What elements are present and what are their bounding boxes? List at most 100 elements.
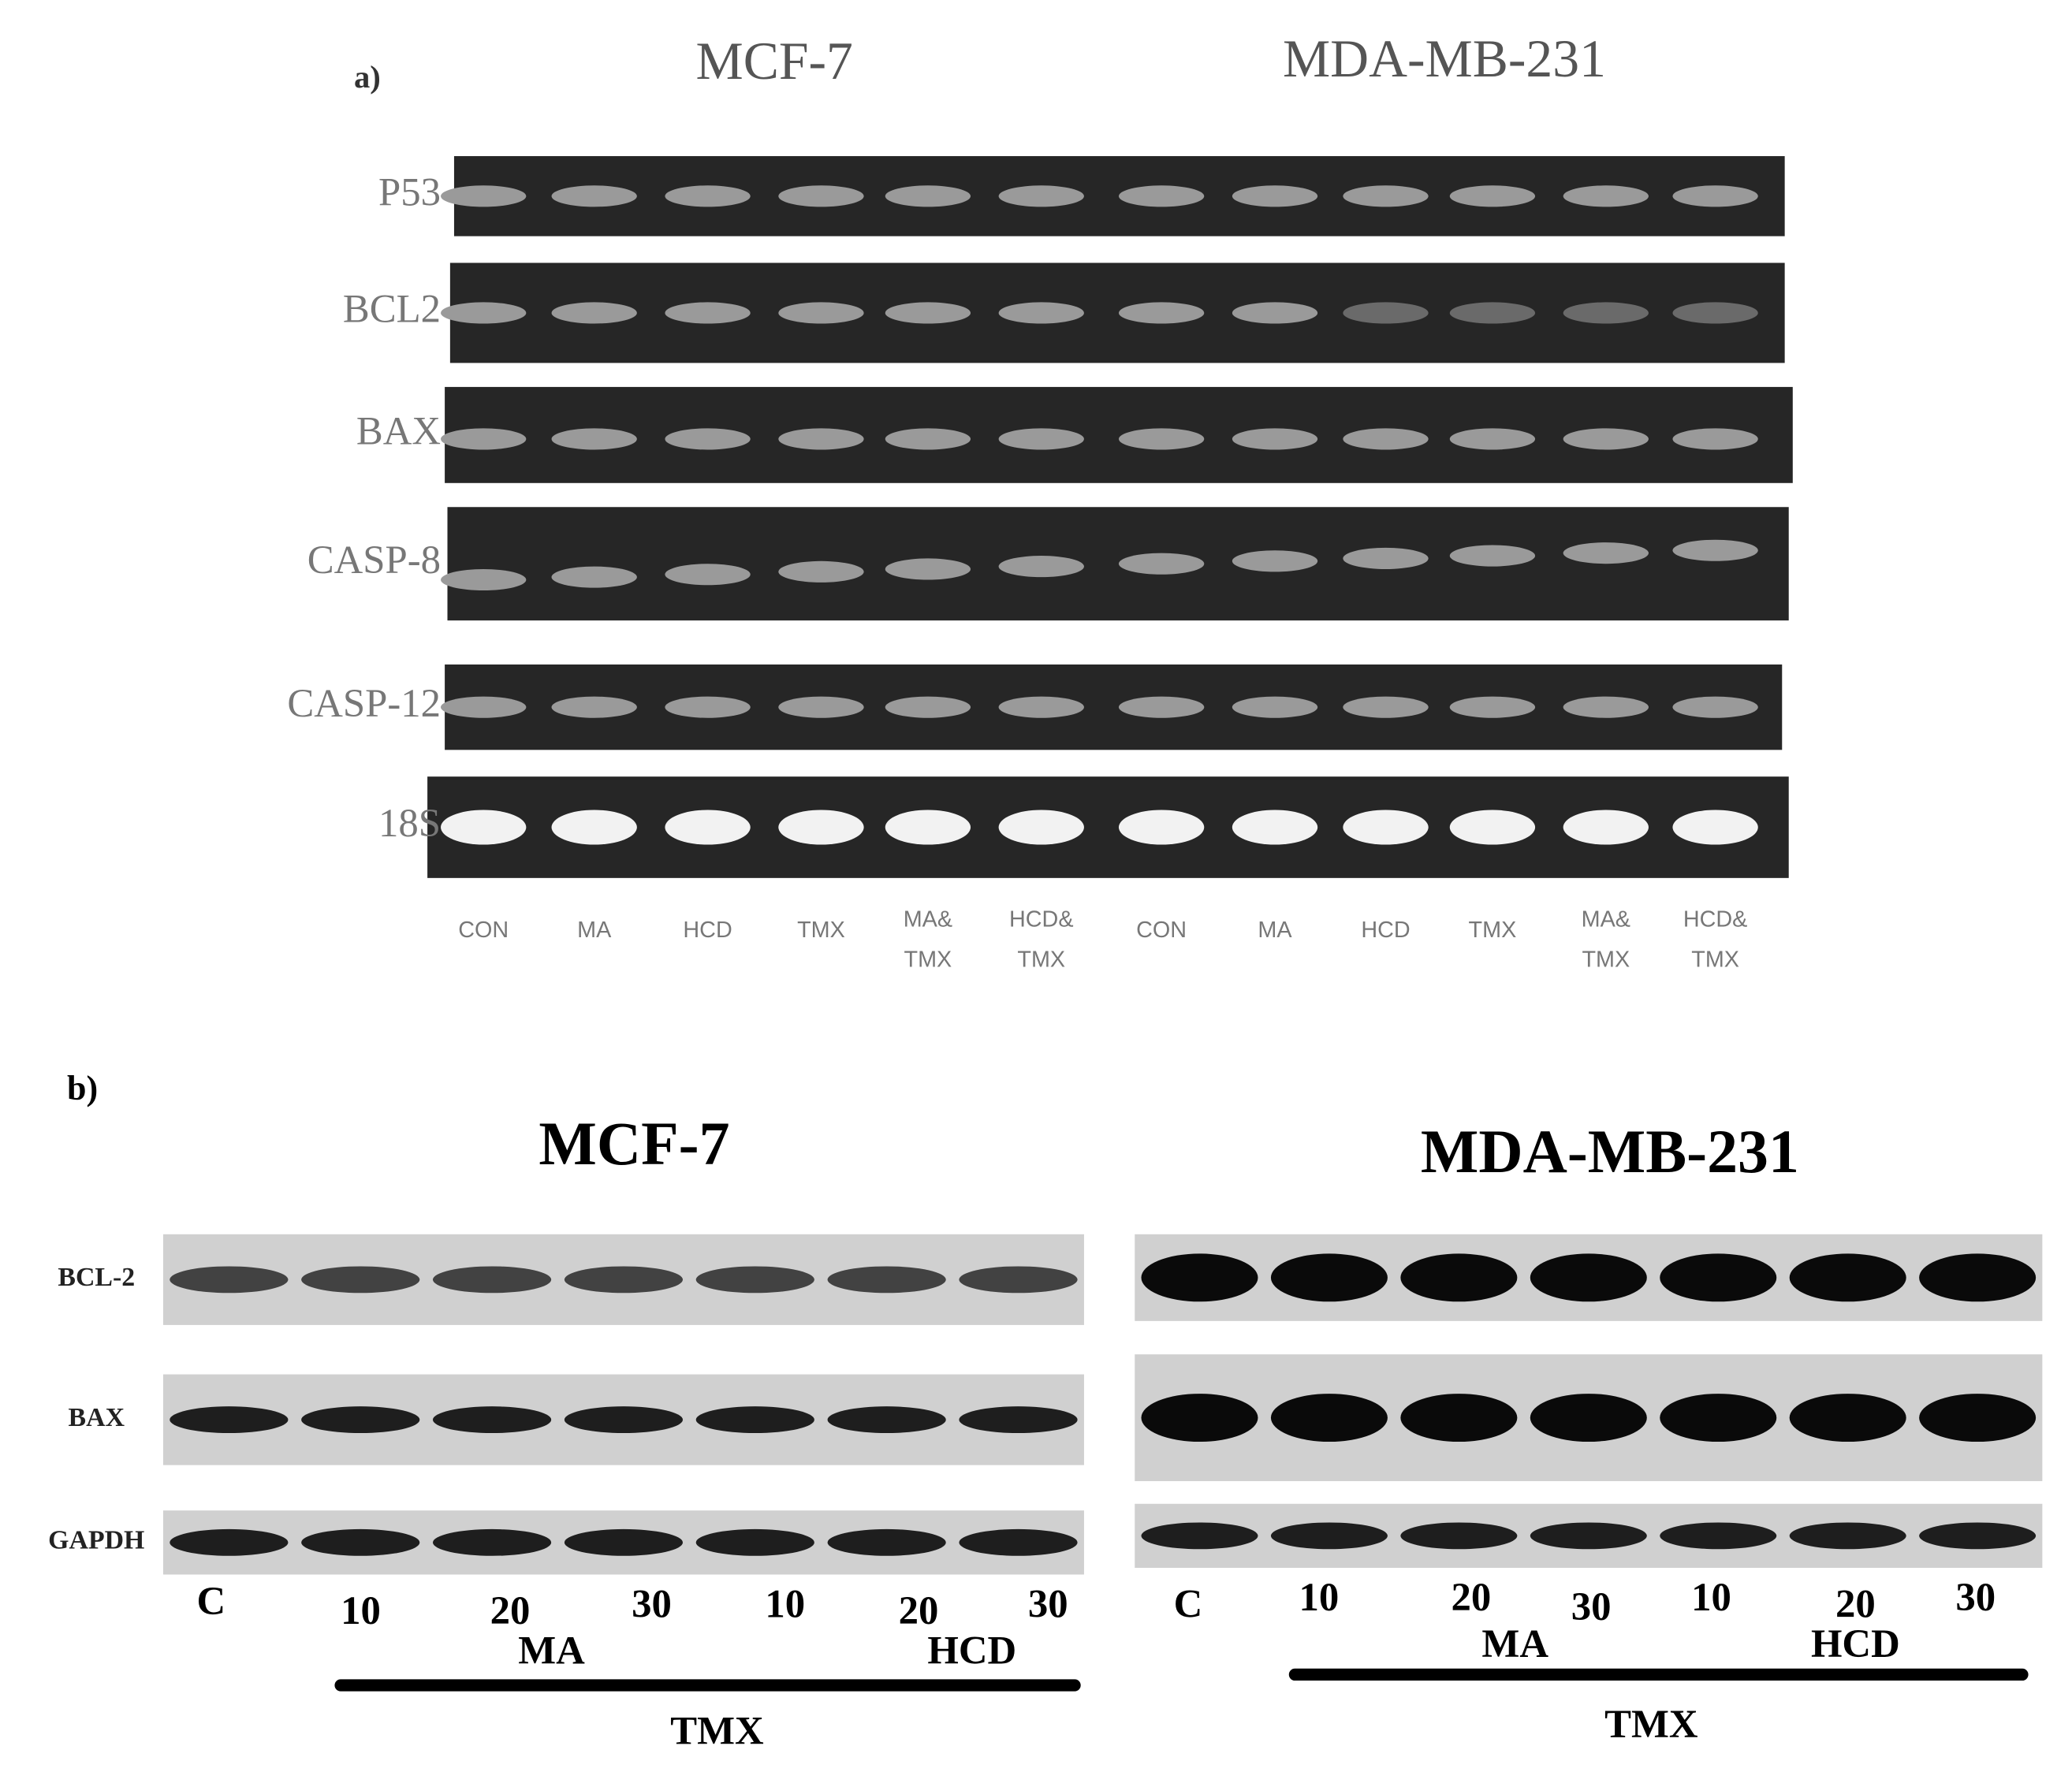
lane-label: 20 bbox=[899, 1588, 939, 1632]
lane-label: 30 bbox=[1571, 1584, 1612, 1629]
lane-label: 30 bbox=[632, 1581, 672, 1625]
lane-label: HCD& bbox=[1683, 907, 1748, 933]
blot-band bbox=[301, 1266, 420, 1294]
lane-label: MA bbox=[577, 918, 612, 943]
row-label: BCL-2 bbox=[58, 1263, 135, 1292]
gel-band bbox=[1118, 302, 1205, 324]
blot-band bbox=[432, 1406, 552, 1434]
gel-band bbox=[885, 185, 971, 207]
gel-band bbox=[998, 185, 1084, 207]
blot-band bbox=[1789, 1522, 1906, 1550]
gel-band bbox=[998, 810, 1084, 845]
gel-band bbox=[998, 302, 1084, 324]
gel-band bbox=[1672, 539, 1758, 561]
lane-label: MA& bbox=[1582, 907, 1630, 933]
row-label: CASP-8 bbox=[307, 538, 441, 582]
blot-band bbox=[1530, 1253, 1647, 1302]
blot-band bbox=[170, 1406, 289, 1434]
blot-band bbox=[959, 1266, 1078, 1294]
gel-band bbox=[1672, 696, 1758, 718]
blot-band bbox=[170, 1266, 289, 1294]
gel-band bbox=[885, 810, 971, 845]
gel-band bbox=[1343, 302, 1429, 324]
gel-band bbox=[665, 564, 751, 586]
lane-label: 30 bbox=[1955, 1575, 1996, 1619]
blot-band bbox=[695, 1406, 814, 1434]
group-title: MDA-MB-231 bbox=[1421, 1118, 1799, 1186]
blot-band bbox=[1400, 1522, 1518, 1550]
blot-band bbox=[959, 1528, 1078, 1556]
blot-band bbox=[1530, 1394, 1647, 1443]
gel-band bbox=[665, 302, 751, 324]
gel-band bbox=[1563, 302, 1649, 324]
row-label: 18S bbox=[378, 801, 441, 845]
gel-band bbox=[778, 810, 864, 845]
gel-band bbox=[551, 185, 637, 207]
gel-band bbox=[1232, 302, 1318, 324]
gel-band bbox=[885, 558, 971, 580]
lane-label: TMX bbox=[1017, 947, 1065, 972]
lane-label: 10 bbox=[341, 1588, 381, 1632]
blot-band bbox=[170, 1528, 289, 1556]
gel-band bbox=[1232, 696, 1318, 718]
row-label: CASP-12 bbox=[287, 681, 441, 725]
blot-band bbox=[1141, 1522, 1258, 1550]
row-label: BCL2 bbox=[343, 287, 441, 331]
group-title: MCF-7 bbox=[538, 1110, 729, 1178]
blot-band bbox=[1789, 1253, 1906, 1302]
blot-band bbox=[301, 1528, 420, 1556]
lane-label: TMX bbox=[1469, 918, 1517, 943]
gel-band bbox=[551, 696, 637, 718]
blot-band bbox=[432, 1528, 552, 1556]
bar-label: TMX bbox=[670, 1708, 764, 1752]
lane-label: MA& bbox=[904, 907, 952, 933]
treatment-label: MA bbox=[518, 1629, 585, 1673]
row-label: P53 bbox=[378, 169, 441, 214]
blot-band bbox=[564, 1528, 684, 1556]
gel-band bbox=[1232, 185, 1318, 207]
panel-label: b) bbox=[67, 1069, 98, 1108]
gel-band bbox=[1672, 810, 1758, 845]
lane-label: MA bbox=[1258, 918, 1292, 943]
lane-label: C bbox=[197, 1579, 226, 1623]
gel-band bbox=[441, 428, 527, 450]
blot-band bbox=[1919, 1522, 2037, 1550]
gel-band bbox=[441, 810, 527, 845]
treatment-label: HCD bbox=[1811, 1621, 1900, 1666]
gel-band bbox=[441, 568, 527, 591]
gel-band bbox=[885, 696, 971, 718]
gel-band bbox=[441, 185, 527, 207]
gel-band bbox=[551, 810, 637, 845]
treatment-label: MA bbox=[1481, 1621, 1548, 1666]
blot-band bbox=[1660, 1394, 1777, 1443]
gel-strip bbox=[427, 776, 1789, 878]
row-label: BAX bbox=[69, 1403, 125, 1432]
blot-band bbox=[432, 1266, 552, 1294]
gel-band bbox=[1449, 428, 1536, 450]
gel-band bbox=[778, 428, 864, 450]
gel-band bbox=[1118, 185, 1205, 207]
gel-band bbox=[778, 185, 864, 207]
gel-band bbox=[1232, 550, 1318, 572]
gel-band bbox=[1449, 696, 1536, 718]
blot-band bbox=[1270, 1394, 1388, 1443]
lane-label: CON bbox=[458, 918, 509, 943]
gel-band bbox=[998, 428, 1084, 450]
gel-band bbox=[551, 566, 637, 588]
blot-band bbox=[1919, 1253, 2037, 1302]
gel-band bbox=[551, 428, 637, 450]
blot-band bbox=[1270, 1253, 1388, 1302]
blot-band bbox=[1141, 1394, 1258, 1443]
bar-label: TMX bbox=[1604, 1702, 1698, 1746]
lane-label: TMX bbox=[904, 947, 952, 972]
blot-band bbox=[1789, 1394, 1906, 1443]
gel-band bbox=[778, 302, 864, 324]
blot-band bbox=[695, 1266, 814, 1294]
blot-band bbox=[827, 1528, 946, 1556]
blot-band bbox=[695, 1528, 814, 1556]
blot-band bbox=[1270, 1522, 1388, 1550]
gel-band bbox=[998, 696, 1084, 718]
blot-band bbox=[564, 1406, 684, 1434]
gel-band bbox=[441, 696, 527, 718]
